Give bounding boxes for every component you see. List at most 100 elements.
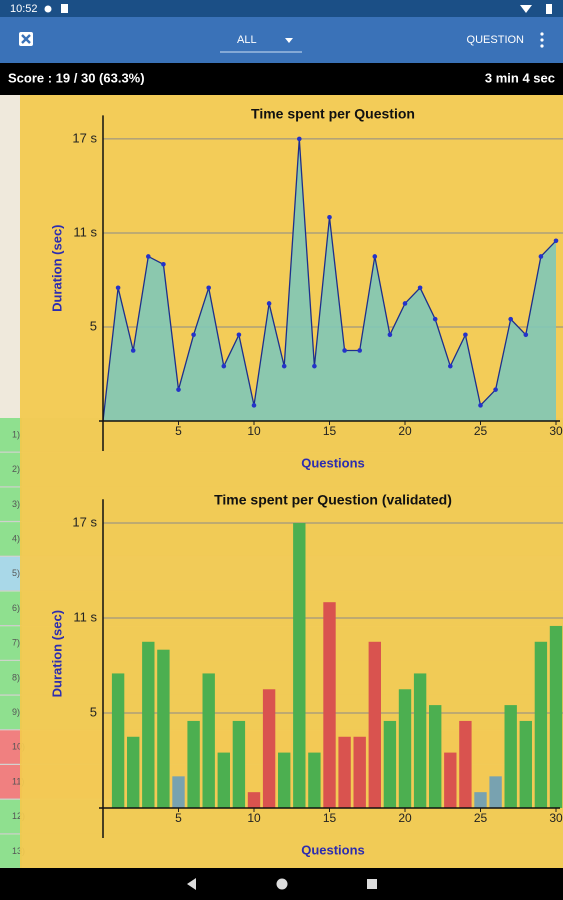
bar (413, 673, 427, 808)
y-axis-label: Duration (sec) (49, 610, 64, 697)
point (493, 387, 498, 392)
x-axis-label: Questions (301, 455, 365, 470)
bar (323, 602, 336, 808)
wifi-icon (520, 5, 532, 13)
x-axis-label: Questions (301, 842, 365, 857)
row-number: 1) (12, 429, 20, 439)
point (176, 387, 181, 392)
bar (398, 689, 412, 808)
row-status (0, 522, 22, 557)
row-status (0, 591, 22, 626)
bar (519, 720, 532, 808)
nav-recent[interactable] (367, 879, 377, 889)
row-number: 11) (12, 776, 24, 786)
bar (338, 736, 351, 808)
chart-panel (20, 480, 563, 868)
filter-dropdown[interactable]: ALL (220, 34, 302, 53)
bar (534, 641, 548, 808)
point (161, 261, 166, 267)
menu-dot (540, 32, 544, 36)
row-status (0, 660, 22, 695)
bar (262, 689, 276, 808)
point (342, 348, 347, 353)
close-icon (21, 34, 31, 44)
point (130, 348, 136, 353)
status-icon (61, 4, 68, 13)
x-tick-label: 15 (323, 424, 337, 438)
bar (429, 705, 442, 808)
x-tick-label: 20 (398, 424, 412, 438)
point (327, 214, 332, 220)
menu-dot (540, 38, 544, 42)
bar (172, 776, 185, 808)
status-icon (44, 5, 52, 13)
y-tick-label: 11 s (73, 224, 97, 239)
point (251, 403, 257, 408)
y-tick-label: 5 (90, 704, 97, 719)
point (523, 332, 529, 338)
x-tick-label: 5 (175, 811, 182, 825)
point (191, 332, 196, 338)
close-button[interactable] (19, 32, 33, 46)
row-status (0, 730, 22, 765)
point (478, 403, 483, 408)
x-tick-label: 25 (474, 424, 488, 438)
x-tick-label: 30 (549, 424, 563, 438)
point (387, 332, 393, 338)
bar (127, 736, 140, 808)
y-tick-label: 17 s (72, 514, 97, 529)
row-status (0, 487, 22, 522)
row-status (0, 799, 22, 834)
bar (353, 736, 366, 808)
row-number: 3) (12, 499, 20, 509)
row-number: 4) (12, 533, 20, 543)
point (402, 301, 408, 306)
x-tick-label: 10 (247, 424, 261, 438)
bar (278, 752, 291, 808)
point (448, 363, 453, 369)
x-tick-label: 30 (549, 811, 563, 825)
bar (308, 752, 321, 808)
chart-title: Time spent per Question (validated) (214, 492, 452, 508)
bar (459, 720, 472, 808)
nav-back[interactable] (187, 878, 196, 890)
menu-dot (540, 44, 544, 48)
bar (549, 625, 563, 808)
bar (368, 641, 381, 808)
area-fill (103, 138, 556, 421)
bar (202, 673, 215, 808)
point (281, 363, 287, 369)
bar (157, 649, 170, 808)
status-time: 10:52 (10, 3, 38, 15)
question-button[interactable]: QUESTION (467, 34, 525, 46)
point (432, 316, 438, 322)
row-number: 8) (12, 672, 20, 682)
x-tick-label: 20 (398, 811, 412, 825)
bar (489, 776, 502, 808)
x-tick-label: 15 (323, 811, 337, 825)
bar (504, 705, 517, 808)
point (312, 363, 317, 369)
point (553, 238, 559, 244)
row-number: 12) (12, 811, 25, 821)
charts: Time spent per Question 5 11 s 17 s 5 10 15 20 2… (49, 106, 563, 857)
point (463, 332, 468, 338)
point (266, 301, 272, 306)
bar (217, 752, 230, 808)
dropdown-arrow (285, 38, 293, 43)
point (236, 332, 242, 338)
row-number: 5) (12, 568, 20, 578)
app-bar (0, 17, 563, 63)
point (417, 285, 423, 291)
x-tick-label: 25 (474, 811, 488, 825)
point (357, 348, 363, 353)
row-number: 13) (12, 846, 25, 856)
row-number: 6) (12, 603, 20, 613)
nav-home[interactable] (276, 878, 288, 890)
y-axis-label: Duration (sec) (49, 224, 64, 311)
menu-button[interactable] (540, 32, 544, 48)
point (146, 254, 151, 259)
row-status (0, 834, 22, 869)
bar (444, 752, 457, 808)
row-status (0, 556, 22, 591)
